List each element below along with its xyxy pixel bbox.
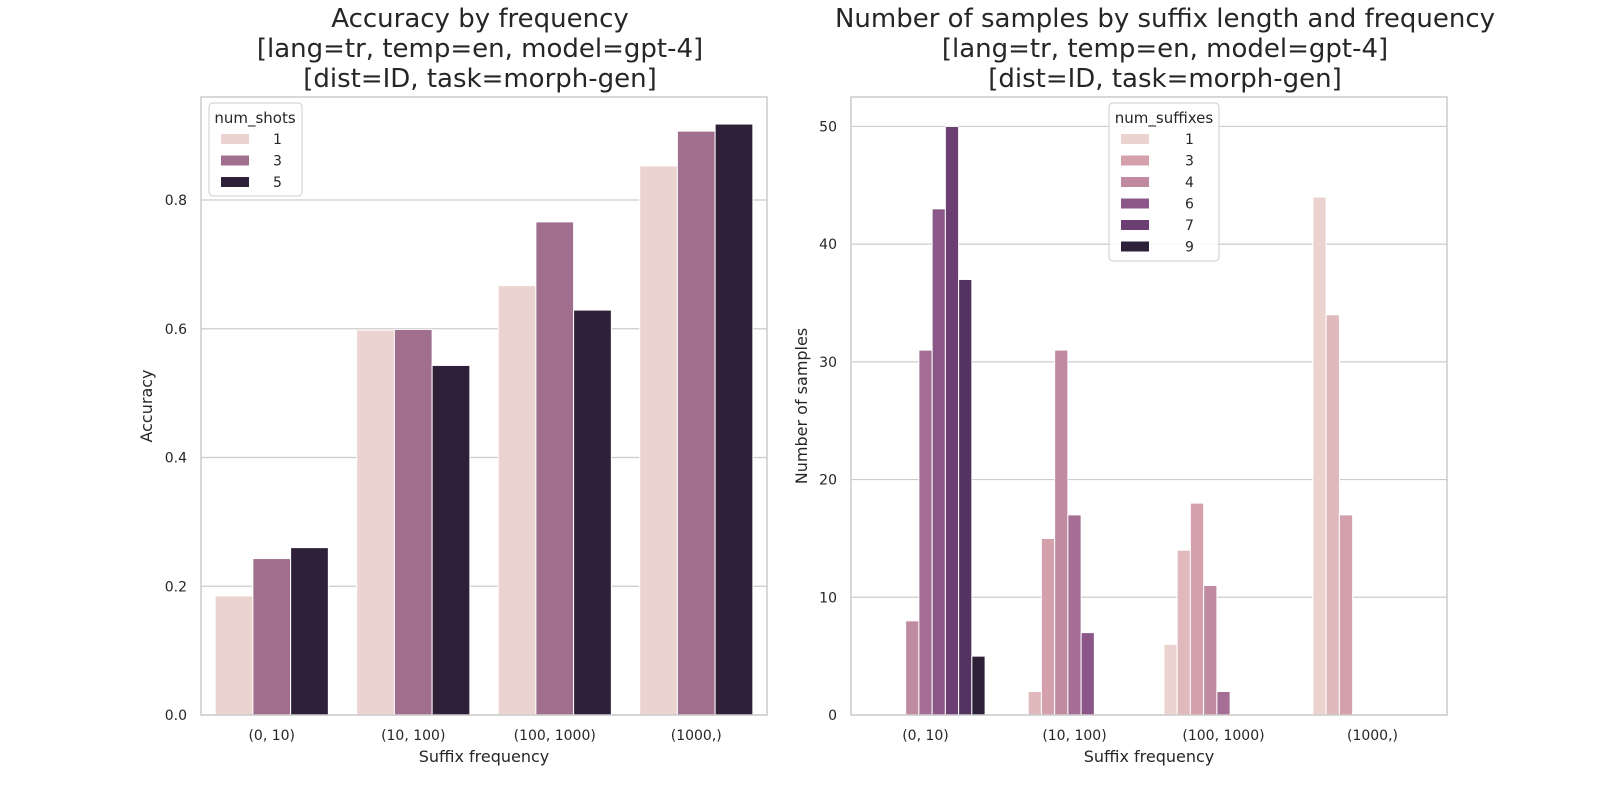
legend-swatch <box>1121 241 1149 252</box>
bar <box>1189 502 1205 716</box>
bar <box>676 130 716 716</box>
bar <box>958 278 973 716</box>
legend-swatch <box>221 134 249 144</box>
bar <box>971 655 986 716</box>
y-axis-label: Accuracy <box>137 369 156 442</box>
legend-label: 9 <box>1185 240 1194 256</box>
bar <box>1163 643 1178 716</box>
bar <box>1040 537 1056 716</box>
legend: num_shots 1 3 5 <box>208 102 303 197</box>
plot-frame <box>850 96 1448 716</box>
bar <box>905 620 920 716</box>
chart-title-line: [lang=tr, temp=en, model=gpt-4] <box>257 34 703 64</box>
y-tick-label: 40 <box>819 237 837 253</box>
y-tick-label: 0 <box>828 708 837 724</box>
legend-title: num_suffixes <box>1115 109 1214 128</box>
bar <box>1067 514 1082 716</box>
bar <box>1312 196 1327 716</box>
bar <box>431 364 471 716</box>
x-tick-label: (0, 10) <box>902 728 949 744</box>
bar <box>1176 549 1191 716</box>
y-tick-label: 0.8 <box>165 193 187 209</box>
bar <box>1325 314 1340 716</box>
y-tick-label: 30 <box>819 355 837 371</box>
bar <box>931 208 946 716</box>
legend-label: 4 <box>1185 175 1194 191</box>
bar <box>918 349 933 716</box>
legend-swatch <box>1121 177 1149 187</box>
chart-title-line: Number of samples by suffix length and f… <box>835 4 1495 34</box>
bar <box>290 547 329 716</box>
legend-swatch <box>1121 198 1149 209</box>
x-tick-label: (1000,) <box>671 728 722 744</box>
bar <box>714 123 754 716</box>
bar <box>1338 514 1354 716</box>
bar <box>639 165 678 716</box>
legend-label: 1 <box>1185 132 1194 148</box>
y-tick-label: 0.0 <box>165 708 187 724</box>
bar <box>393 328 433 716</box>
legend-label: 1 <box>273 132 282 148</box>
y-tick-label: 0.2 <box>165 579 187 595</box>
legend-swatch <box>221 155 249 166</box>
legend-label: 3 <box>273 154 282 170</box>
y-axis-label: Number of samples <box>792 328 811 484</box>
bar <box>356 329 395 716</box>
bar <box>944 125 960 716</box>
x-tick-label: (1000,) <box>1347 728 1398 744</box>
x-tick-label: (0, 10) <box>248 728 295 744</box>
bar <box>573 309 612 716</box>
legend-swatch <box>1121 134 1149 144</box>
bar <box>1027 690 1042 716</box>
bar <box>497 285 537 716</box>
bar <box>535 221 575 716</box>
x-tick-label: (100, 1000) <box>514 728 596 744</box>
y-tick-label: 0.6 <box>165 322 187 338</box>
chart-title-line: [dist=ID, task=morph-gen] <box>988 64 1342 94</box>
y-tick-label: 0.4 <box>165 451 187 467</box>
x-tick-label: (10, 100) <box>1042 728 1106 744</box>
y-tick-label: 50 <box>819 119 837 135</box>
chart-2: Number of samples by suffix length and f… <box>792 4 1495 766</box>
bar <box>1080 632 1095 716</box>
legend-swatch <box>1121 155 1149 166</box>
bar <box>1216 690 1231 716</box>
chart-1: Accuracy by frequency[lang=tr, temp=en, … <box>137 4 768 766</box>
bar <box>1054 349 1069 716</box>
legend: num_suffixes 1 3 4 6 7 9 <box>1108 102 1220 262</box>
legend-swatch <box>221 177 249 187</box>
bar <box>214 595 254 716</box>
plot-frame <box>200 96 768 716</box>
legend-frame <box>208 102 303 197</box>
x-tick-label: (100, 1000) <box>1182 728 1264 744</box>
legend-label: 3 <box>1185 154 1194 170</box>
x-axis-label: Suffix frequency <box>419 747 550 766</box>
x-tick-label: (10, 100) <box>381 728 445 744</box>
legend-label: 6 <box>1185 197 1194 213</box>
bar <box>1203 585 1218 716</box>
x-axis-label: Suffix frequency <box>1084 747 1215 766</box>
chart-title-line: [lang=tr, temp=en, model=gpt-4] <box>942 34 1388 64</box>
legend-title: num_shots <box>214 109 296 128</box>
y-tick-label: 10 <box>819 590 837 606</box>
y-tick-label: 20 <box>819 473 837 489</box>
bar <box>252 558 292 716</box>
legend-label: 5 <box>273 175 282 191</box>
legend-swatch <box>1121 220 1149 230</box>
chart-title-line: [dist=ID, task=morph-gen] <box>303 64 657 94</box>
legend-label: 7 <box>1185 218 1194 234</box>
chart-title-line: Accuracy by frequency <box>331 4 629 34</box>
